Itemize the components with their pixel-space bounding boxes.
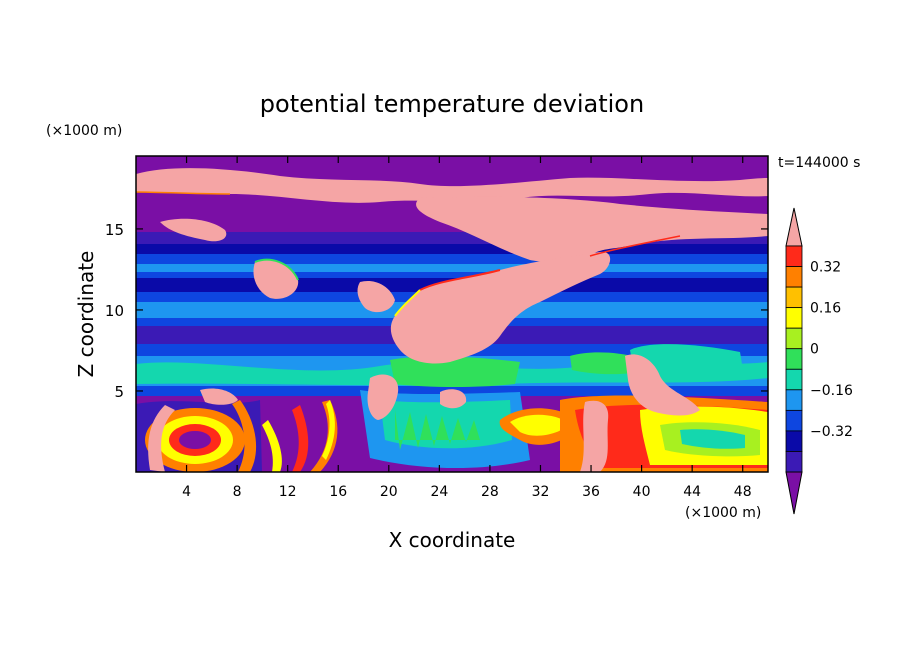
x-tick-label: 48 bbox=[734, 484, 752, 500]
y-axis: 5 10 15 bbox=[105, 221, 768, 401]
x-tick-label: 12 bbox=[279, 484, 297, 500]
x-tick-label: 24 bbox=[430, 484, 448, 500]
colorbar-label: 0 bbox=[810, 342, 819, 358]
field-lower bbox=[580, 400, 609, 472]
x-tick-label: 8 bbox=[233, 484, 242, 500]
colorbar-box bbox=[785, 245, 803, 267]
field-band bbox=[630, 344, 742, 365]
x-tick-label: 20 bbox=[380, 484, 398, 500]
field-high bbox=[625, 354, 700, 416]
colorbar-box bbox=[785, 389, 803, 411]
field-band bbox=[136, 272, 768, 278]
colorbar-box bbox=[785, 348, 803, 370]
colorbar-extend-low bbox=[785, 471, 803, 515]
plot-frame bbox=[135, 155, 769, 473]
y-tick-label: 10 bbox=[105, 302, 124, 320]
x-unit-label: (×1000 m) bbox=[685, 505, 761, 521]
colorbar-label: −0.16 bbox=[810, 383, 853, 399]
field-high bbox=[160, 218, 227, 242]
field-filament bbox=[292, 405, 309, 472]
colorbar-box bbox=[785, 368, 803, 391]
colorbar-box bbox=[785, 409, 803, 432]
field-high bbox=[367, 374, 399, 420]
contour-field bbox=[136, 156, 768, 472]
field-band bbox=[136, 264, 768, 272]
x-tick-label: 40 bbox=[633, 484, 651, 500]
field-vortex bbox=[179, 431, 211, 449]
colorbar-extend-high bbox=[785, 207, 803, 247]
colorbar-box bbox=[785, 266, 803, 288]
y-tick-label: 15 bbox=[105, 221, 124, 239]
field-fringe bbox=[136, 191, 231, 195]
colorbar-box bbox=[785, 327, 803, 350]
field-high bbox=[416, 196, 768, 262]
x-tick-label: 36 bbox=[582, 484, 600, 500]
colorbar-label: 0.16 bbox=[810, 301, 841, 317]
field-filament bbox=[322, 400, 335, 460]
field-high bbox=[136, 168, 768, 203]
x-tick-label: 28 bbox=[481, 484, 499, 500]
field-filament bbox=[148, 405, 175, 472]
field-fringe bbox=[394, 289, 421, 317]
colorbar-box bbox=[785, 286, 803, 309]
field-high bbox=[390, 251, 611, 364]
x-tick-label: 16 bbox=[329, 484, 347, 500]
field-high bbox=[200, 388, 238, 405]
chart-title: potential temperature deviation bbox=[260, 90, 644, 118]
x-tick-label: 4 bbox=[182, 484, 191, 500]
colorbar-label: −0.32 bbox=[810, 424, 853, 440]
colorbar-box bbox=[785, 430, 803, 452]
field-band bbox=[390, 356, 520, 387]
field-lower bbox=[395, 410, 480, 450]
x-axis: 4 8 12 16 20 24 28 32 36 40 44 48 bbox=[182, 156, 752, 500]
field-lower bbox=[510, 414, 570, 436]
field-filament bbox=[232, 400, 257, 472]
field-lower bbox=[680, 429, 745, 449]
field-high bbox=[253, 259, 299, 299]
field-band bbox=[570, 352, 640, 375]
field-band bbox=[136, 254, 768, 264]
colorbar-box bbox=[785, 451, 803, 473]
field-band bbox=[136, 244, 768, 254]
x-tick-label: 44 bbox=[683, 484, 701, 500]
colorbar-box bbox=[785, 307, 803, 329]
field-filament bbox=[262, 420, 282, 472]
x-axis-label: X coordinate bbox=[389, 528, 516, 552]
colorbar: 0.32 0.16 0 −0.16 −0.32 bbox=[785, 207, 853, 515]
y-axis-label: Z coordinate bbox=[74, 251, 98, 378]
time-label: t=144000 s bbox=[778, 155, 860, 171]
field-high bbox=[440, 389, 467, 409]
y-unit-label: (×1000 m) bbox=[46, 123, 122, 139]
field-fringe bbox=[589, 235, 681, 257]
y-tick-label: 5 bbox=[114, 383, 124, 401]
x-tick-label: 32 bbox=[532, 484, 550, 500]
field-high bbox=[357, 280, 395, 313]
colorbar-label: 0.32 bbox=[810, 260, 841, 276]
field-fringe bbox=[419, 269, 501, 291]
field-fringe bbox=[254, 258, 299, 281]
